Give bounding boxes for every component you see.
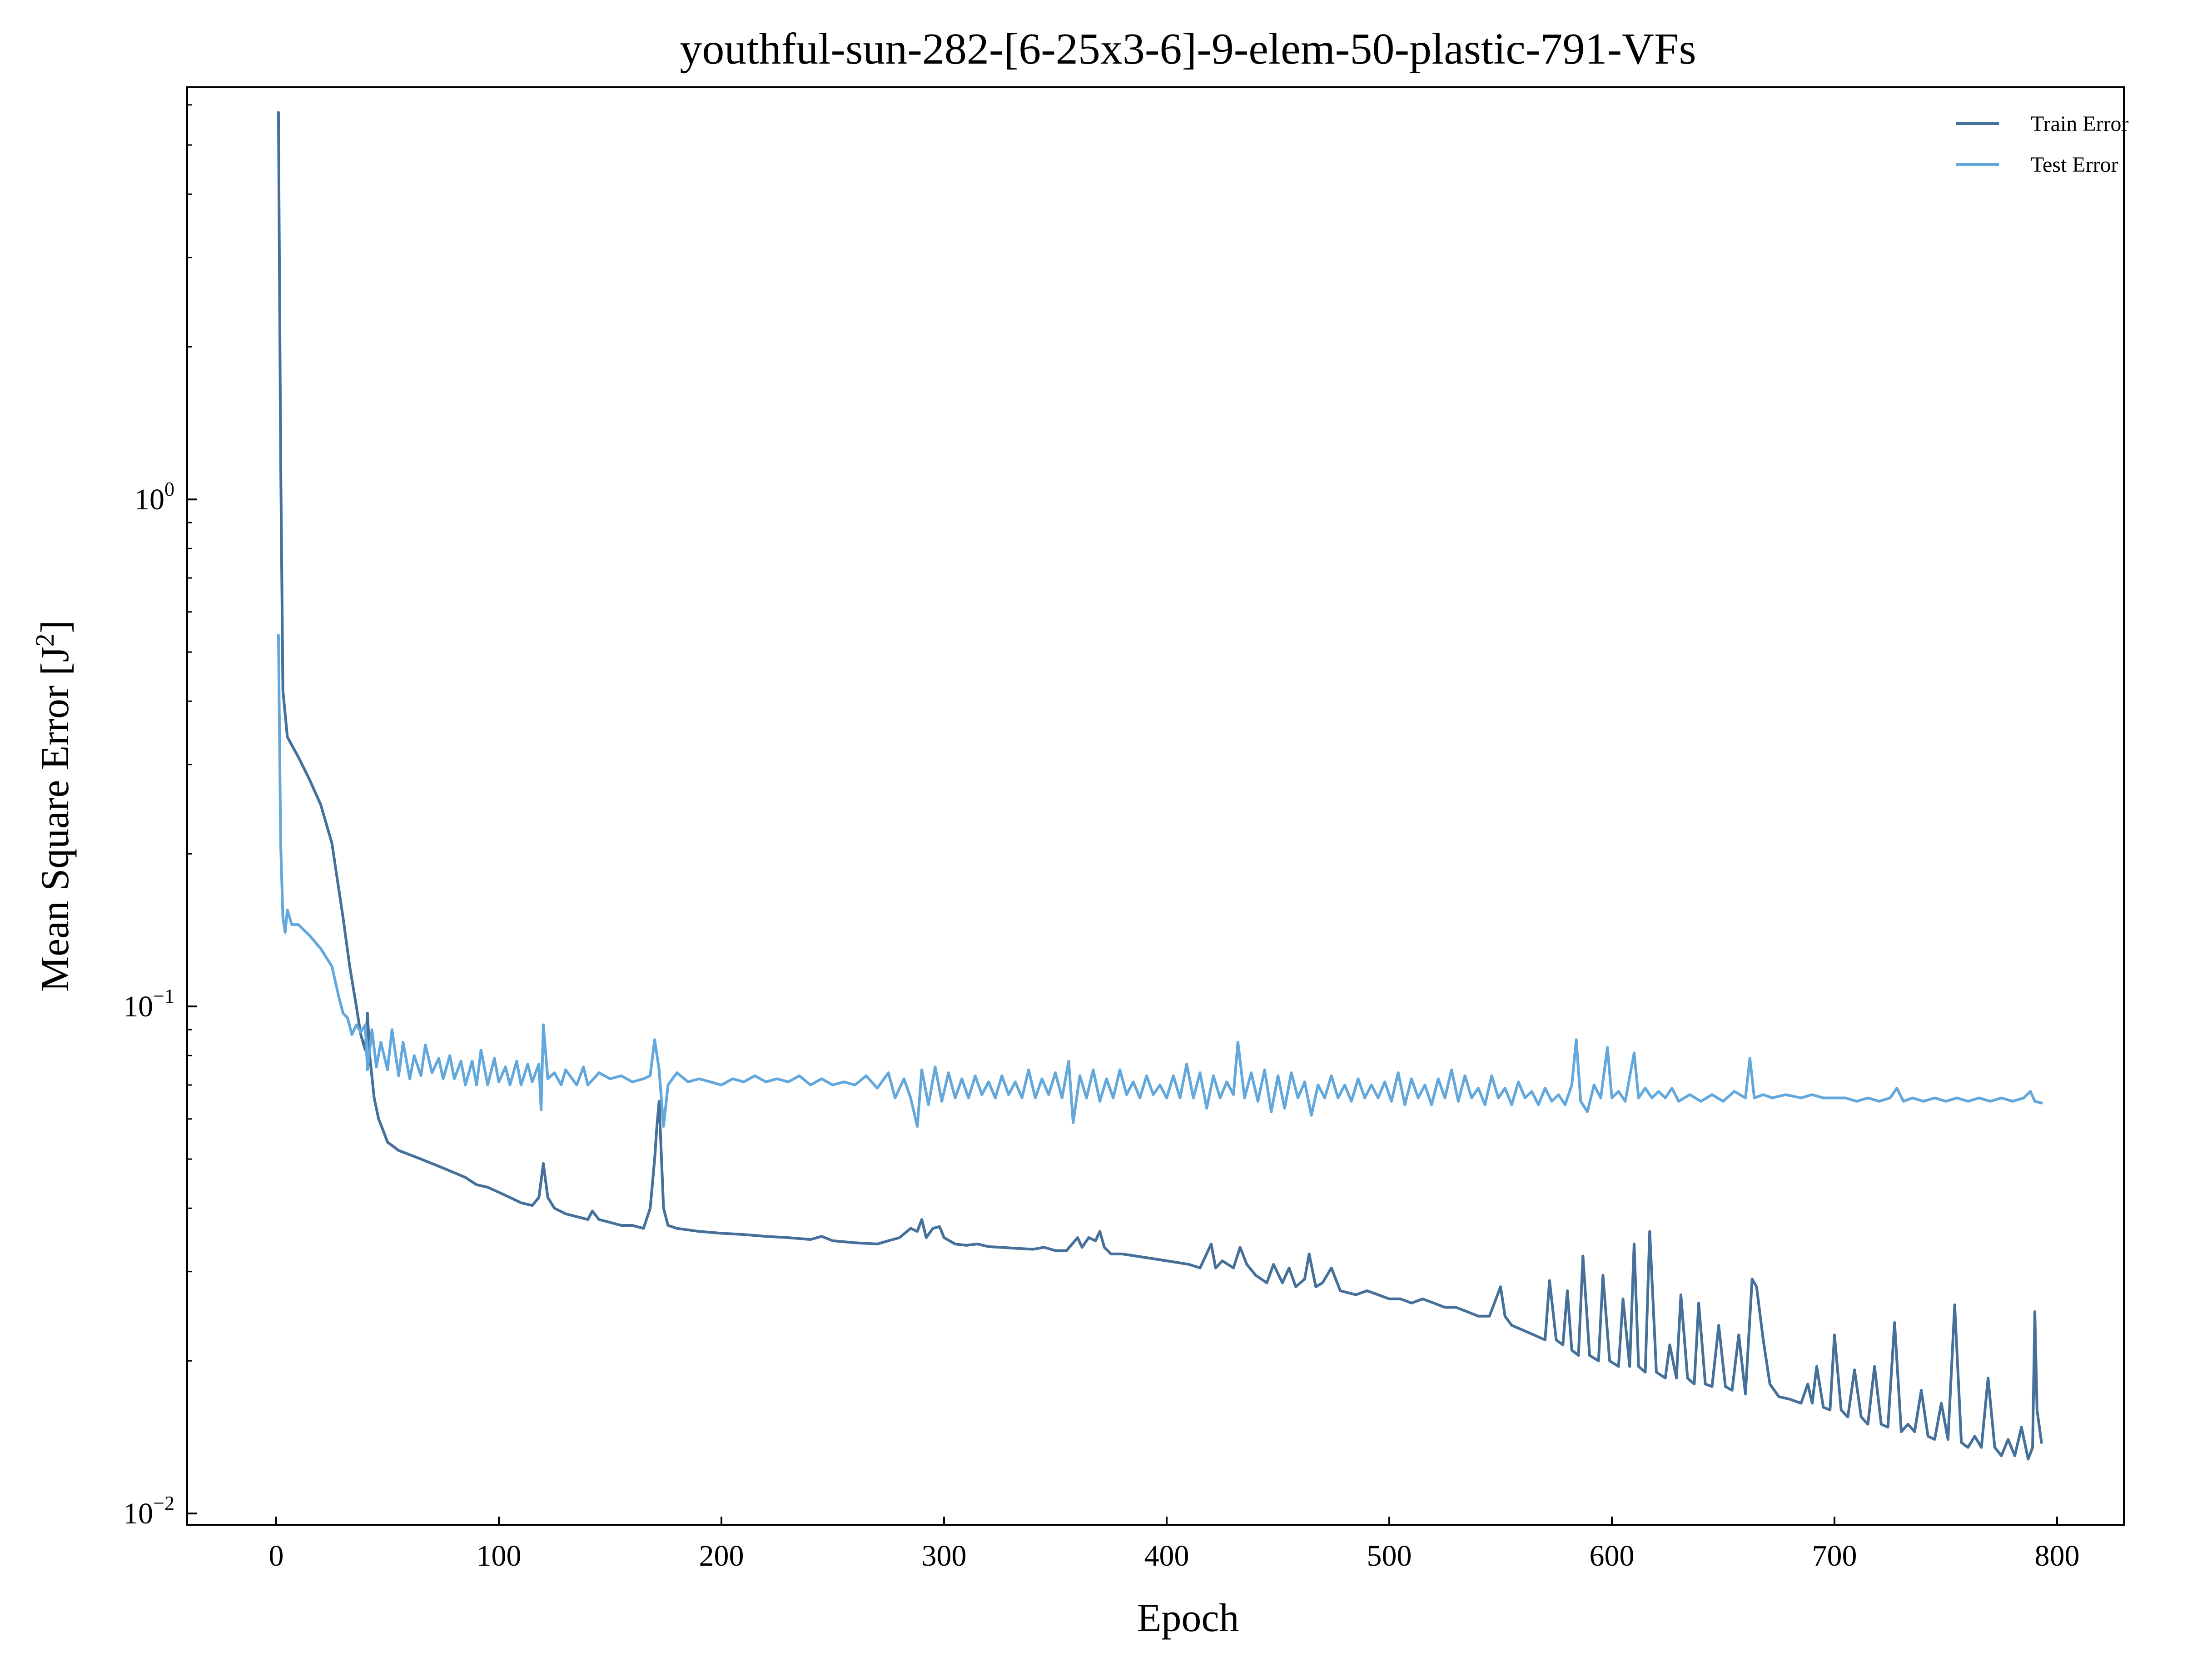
series-line-train-error [277, 111, 2043, 1461]
series-line-test-error [277, 633, 2043, 1128]
x-tick-label: 600 [1590, 1539, 1635, 1572]
y-tick-label: 100 [134, 478, 174, 516]
x-axis: 0 100 200 300 400 500 600 700 800 [269, 1517, 2080, 1572]
y-axis-label-superscript: 2 [30, 633, 60, 647]
x-tick-label: 0 [269, 1539, 284, 1572]
legend-label: Train Error [2031, 112, 2129, 136]
x-tick-label: 400 [1144, 1539, 1189, 1572]
y-axis: 100 10−1 10−2 [123, 104, 197, 1530]
y-axis-label-close: ] [33, 620, 77, 633]
x-tick-label: 800 [2035, 1539, 2080, 1572]
x-tick-label: 200 [699, 1539, 744, 1572]
legend: Train Error Test Error [1956, 112, 2129, 177]
y-axis-label-text: Mean Square Error [J [33, 647, 77, 992]
plot-frame [186, 86, 2125, 1526]
x-axis-label: Epoch [1137, 1596, 1239, 1640]
y-tick-label: 10−2 [123, 1492, 174, 1530]
y-axis-label: Mean Square Error [J2] [30, 620, 77, 992]
x-tick-label: 700 [1812, 1539, 1857, 1572]
y-tick-label: 10−1 [123, 985, 174, 1023]
series-layer [277, 111, 2043, 1461]
x-tick-label: 300 [922, 1539, 967, 1572]
legend-label: Test Error [2031, 153, 2118, 177]
chart-title: youthful-sun-282-[6-25x3-6]-9-elem-50-pl… [680, 25, 1696, 74]
x-tick-label: 100 [477, 1539, 522, 1572]
x-tick-label: 500 [1367, 1539, 1412, 1572]
